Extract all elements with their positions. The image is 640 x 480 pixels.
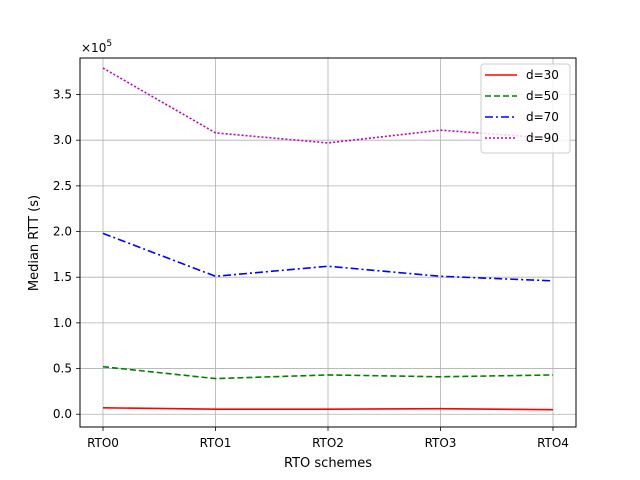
series-line-d-50 bbox=[102, 365, 554, 380]
series-line-d-30 bbox=[102, 407, 554, 411]
x-axis-label: RTO schemes bbox=[284, 456, 372, 471]
y-tick-label: 2.5 bbox=[53, 179, 72, 193]
y-scale-multiplier: ×105 bbox=[81, 39, 112, 55]
legend-label: d=90 bbox=[526, 131, 559, 145]
legend-box bbox=[480, 63, 571, 154]
legend-label: d=70 bbox=[526, 110, 559, 124]
y-tick-label: 2.0 bbox=[53, 225, 72, 239]
series-line-d-90 bbox=[102, 67, 554, 144]
x-axis: RTO0 RTO1 RTO2 RTO3 RTO4 bbox=[87, 427, 569, 450]
x-tick-label: RTO1 bbox=[200, 436, 232, 450]
x-tick-label: RTO2 bbox=[312, 436, 344, 450]
x-tick-label: RTO4 bbox=[537, 436, 569, 450]
legend-label: d=50 bbox=[526, 89, 559, 103]
legend: d=30 d=50 d=70 d=90 bbox=[480, 63, 571, 154]
series-lines bbox=[102, 67, 554, 411]
y-tick-label: 3.0 bbox=[53, 133, 72, 147]
y-tick-label: 0.5 bbox=[53, 362, 72, 376]
series-line-d-70 bbox=[102, 232, 554, 282]
legend-label: d=30 bbox=[526, 68, 559, 82]
y-tick-label: 0.0 bbox=[53, 407, 72, 421]
x-tick-label: RTO0 bbox=[87, 436, 119, 450]
x-tick-label: RTO3 bbox=[425, 436, 457, 450]
y-tick-label: 1.5 bbox=[53, 270, 72, 284]
y-tick-label: 3.5 bbox=[53, 88, 72, 102]
y-tick-label: 1.0 bbox=[53, 316, 72, 330]
y-axis: 0.0 0.5 1.0 1.5 2.0 2.5 3.0 3.5 bbox=[53, 88, 80, 421]
y-axis-label: Median RTT (s) bbox=[27, 195, 42, 291]
